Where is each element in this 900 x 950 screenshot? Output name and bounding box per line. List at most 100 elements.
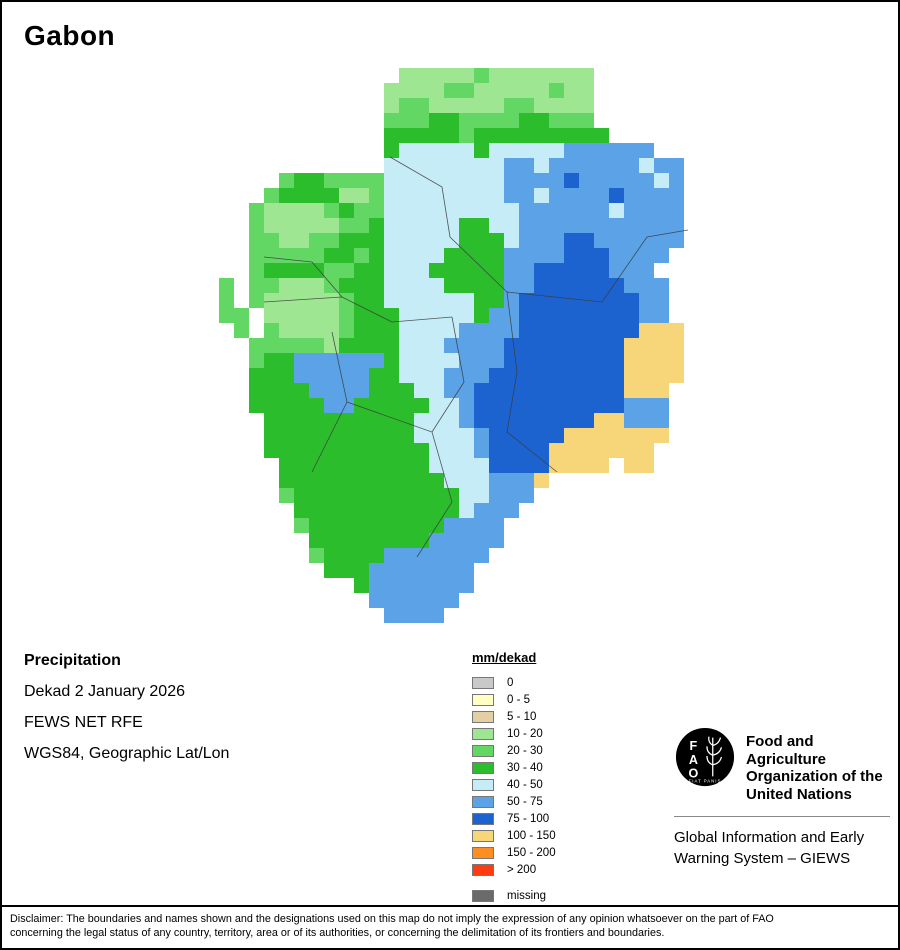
map-cell xyxy=(324,548,339,563)
map-cell xyxy=(549,68,564,83)
map-cell xyxy=(354,443,369,458)
map-cell xyxy=(384,353,399,368)
map-cell xyxy=(609,248,624,263)
legend-swatch xyxy=(472,744,494,757)
map-cell xyxy=(579,248,594,263)
map-cell xyxy=(564,218,579,233)
map-cell xyxy=(489,458,504,473)
legend-item: 0 xyxy=(472,674,556,691)
map-cell xyxy=(309,278,324,293)
legend-swatch xyxy=(472,795,494,808)
map-cell xyxy=(594,218,609,233)
map-cell xyxy=(399,83,414,98)
map-cell xyxy=(444,548,459,563)
map-cell xyxy=(414,383,429,398)
map-cell xyxy=(324,218,339,233)
map-cell xyxy=(624,158,639,173)
map-cell xyxy=(399,248,414,263)
map-cell xyxy=(489,503,504,518)
map-cell xyxy=(579,203,594,218)
map-cell xyxy=(564,248,579,263)
map-cell xyxy=(384,188,399,203)
map-cell xyxy=(444,248,459,263)
map-cell xyxy=(519,68,534,83)
map-cell xyxy=(429,128,444,143)
map-cell xyxy=(459,128,474,143)
map-cell xyxy=(549,158,564,173)
map-cell xyxy=(234,323,249,338)
map-cell xyxy=(474,353,489,368)
map-cell xyxy=(444,413,459,428)
map-cell xyxy=(669,203,684,218)
map-cell xyxy=(504,458,519,473)
map-cell xyxy=(369,323,384,338)
map-cell xyxy=(444,188,459,203)
map-cell xyxy=(369,278,384,293)
map-cell xyxy=(564,293,579,308)
map-cell xyxy=(519,488,534,503)
map-cell xyxy=(279,233,294,248)
map-cell xyxy=(384,533,399,548)
map-cell xyxy=(549,338,564,353)
map-cell xyxy=(309,293,324,308)
map-cell xyxy=(384,338,399,353)
map-cell xyxy=(444,443,459,458)
map-cell xyxy=(549,98,564,113)
map-cell xyxy=(294,353,309,368)
map-cell xyxy=(339,308,354,323)
map-cell xyxy=(399,188,414,203)
map-cell xyxy=(519,263,534,278)
map-cell xyxy=(639,428,654,443)
map-cell xyxy=(549,248,564,263)
map-cell xyxy=(654,293,669,308)
map-cell xyxy=(384,563,399,578)
map-cell xyxy=(549,353,564,368)
map-cell xyxy=(624,203,639,218)
map-cell xyxy=(504,428,519,443)
map-cell xyxy=(414,578,429,593)
map-cell xyxy=(459,98,474,113)
fao-logo-letter-a: A xyxy=(689,753,698,767)
map-cell xyxy=(384,488,399,503)
map-cell xyxy=(399,143,414,158)
legend-item-label: 30 - 40 xyxy=(507,761,543,774)
map-cell xyxy=(549,113,564,128)
map-cell xyxy=(654,338,669,353)
map-cell xyxy=(609,323,624,338)
legend-item-label: 5 - 10 xyxy=(507,710,537,723)
map-cell xyxy=(279,413,294,428)
map-cell xyxy=(429,173,444,188)
map-cell xyxy=(399,533,414,548)
map-cell xyxy=(309,203,324,218)
map-cell xyxy=(459,248,474,263)
map-cell xyxy=(309,458,324,473)
map-cell xyxy=(639,353,654,368)
map-cell xyxy=(444,128,459,143)
map-cell xyxy=(579,443,594,458)
map-cell xyxy=(324,443,339,458)
map-cell xyxy=(279,338,294,353)
map-cell xyxy=(534,233,549,248)
map-cell xyxy=(474,83,489,98)
map-cell xyxy=(369,398,384,413)
map-cell xyxy=(399,353,414,368)
map-cell xyxy=(384,308,399,323)
map-cell xyxy=(414,278,429,293)
map-cell xyxy=(249,203,264,218)
map-cell xyxy=(279,308,294,323)
map-cell xyxy=(279,398,294,413)
map-cell xyxy=(564,233,579,248)
map-cell xyxy=(474,263,489,278)
map-cell xyxy=(294,233,309,248)
map-cell xyxy=(474,248,489,263)
map-cell xyxy=(549,458,564,473)
map-cell xyxy=(309,428,324,443)
map-cell xyxy=(519,458,534,473)
map-cell xyxy=(519,398,534,413)
map-cell xyxy=(594,458,609,473)
map-cell xyxy=(654,308,669,323)
map-cell xyxy=(594,353,609,368)
map-cell xyxy=(279,218,294,233)
map-cell xyxy=(354,203,369,218)
map-cell xyxy=(579,308,594,323)
